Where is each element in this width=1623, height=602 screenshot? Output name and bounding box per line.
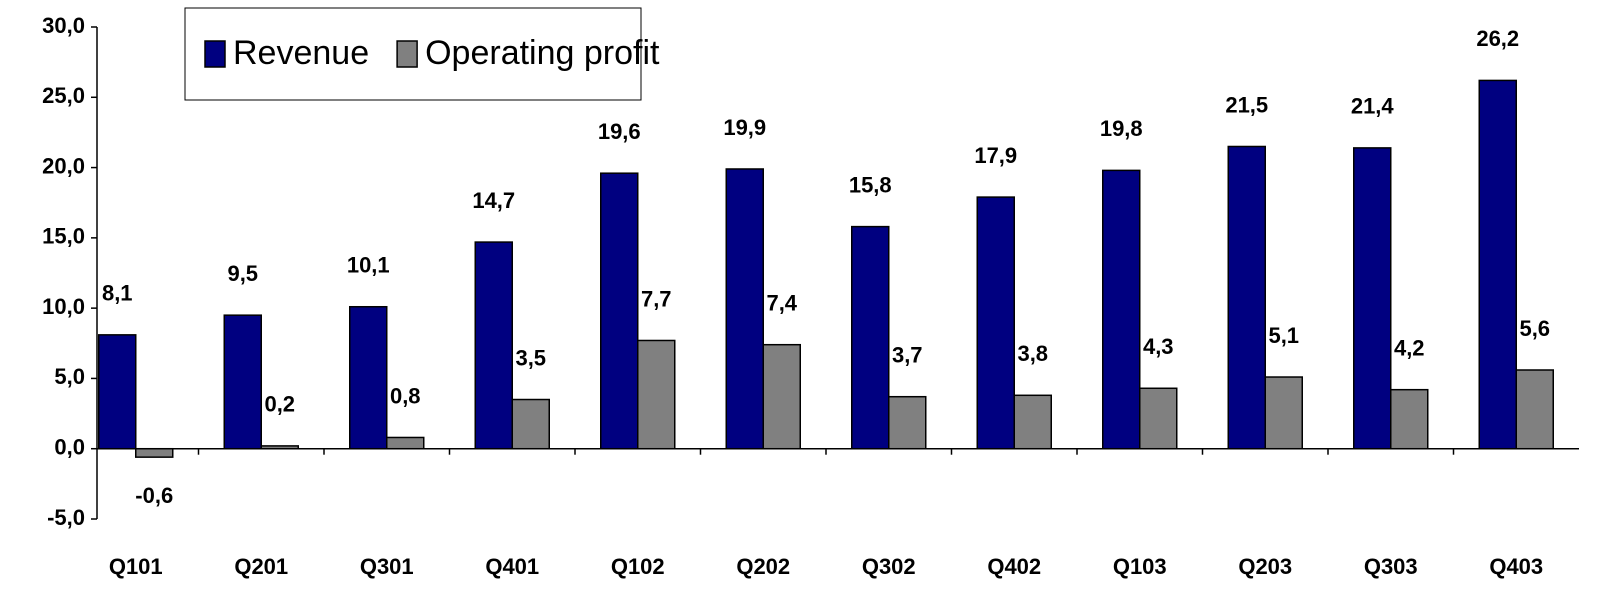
value-label: 10,1 [347,253,390,278]
x-tick-label: Q202 [736,554,790,579]
value-label: 19,8 [1100,116,1143,141]
bar [1102,169,1141,450]
value-label: -0,6 [135,483,173,508]
value-label: 0,8 [390,383,421,408]
bar [260,445,299,450]
x-tick-label: Q401 [485,554,539,579]
x-tick-label: Q303 [1364,554,1418,579]
value-label: 4,3 [1143,334,1174,359]
bar [511,398,550,450]
x-tick-label: Q302 [862,554,916,579]
bar [637,339,676,450]
value-label: 5,6 [1519,316,1550,341]
bar [223,314,262,450]
y-tick-label: -5,0 [47,505,85,530]
y-tick-label: 5,0 [54,364,85,389]
value-label: 19,6 [598,119,641,144]
y-tick-label: 20,0 [42,153,85,178]
bar [600,172,639,450]
value-label: 3,7 [892,343,923,368]
y-tick-label: 15,0 [42,224,85,249]
x-tick-label: Q402 [987,554,1041,579]
bar [851,225,890,450]
bar [1515,369,1554,450]
bar [976,196,1015,450]
value-label: 4,2 [1394,335,1425,360]
x-tick-label: Q201 [234,554,288,579]
bar [1478,79,1517,450]
value-label: 7,7 [641,286,672,311]
y-tick-label: 30,0 [42,13,85,38]
value-label: 15,8 [849,172,892,197]
y-tick-label: 25,0 [42,83,85,108]
value-label: 5,1 [1268,323,1299,348]
x-tick-label: Q102 [611,554,665,579]
bar [386,436,425,450]
bar [349,305,388,450]
value-label: 7,4 [766,291,797,316]
value-label: 17,9 [974,143,1017,168]
bar [888,395,927,450]
legend-label: Revenue [233,34,369,72]
y-tick-label: 0,0 [54,435,85,460]
value-label: 3,8 [1017,341,1048,366]
value-label: 3,5 [515,345,546,370]
x-tick-label: Q103 [1113,554,1167,579]
x-tick-label: Q403 [1489,554,1543,579]
bar [1264,376,1303,450]
x-tick-label: Q101 [109,554,163,579]
legend-swatch [396,40,418,68]
bar [1353,147,1392,450]
x-tick-label: Q301 [360,554,414,579]
value-label: 0,2 [264,392,295,417]
bar [98,334,137,450]
value-label: 21,4 [1351,94,1395,119]
bar [1139,387,1178,450]
bar [725,168,764,450]
value-label: 21,5 [1225,92,1268,117]
y-tick-label: 10,0 [42,294,85,319]
bar [474,241,513,450]
x-tick-label: Q203 [1238,554,1292,579]
value-label: 26,2 [1476,26,1519,51]
bar [1390,388,1429,450]
value-label: 8,1 [102,281,133,306]
value-label: 14,7 [472,188,515,213]
legend-swatch [204,40,226,68]
bar [135,447,174,458]
bar [1227,145,1266,450]
value-label: 19,9 [723,115,766,140]
bar [1013,394,1052,450]
bar [762,343,801,450]
value-label: 9,5 [227,261,258,286]
legend-label: Operating profit [425,34,660,72]
